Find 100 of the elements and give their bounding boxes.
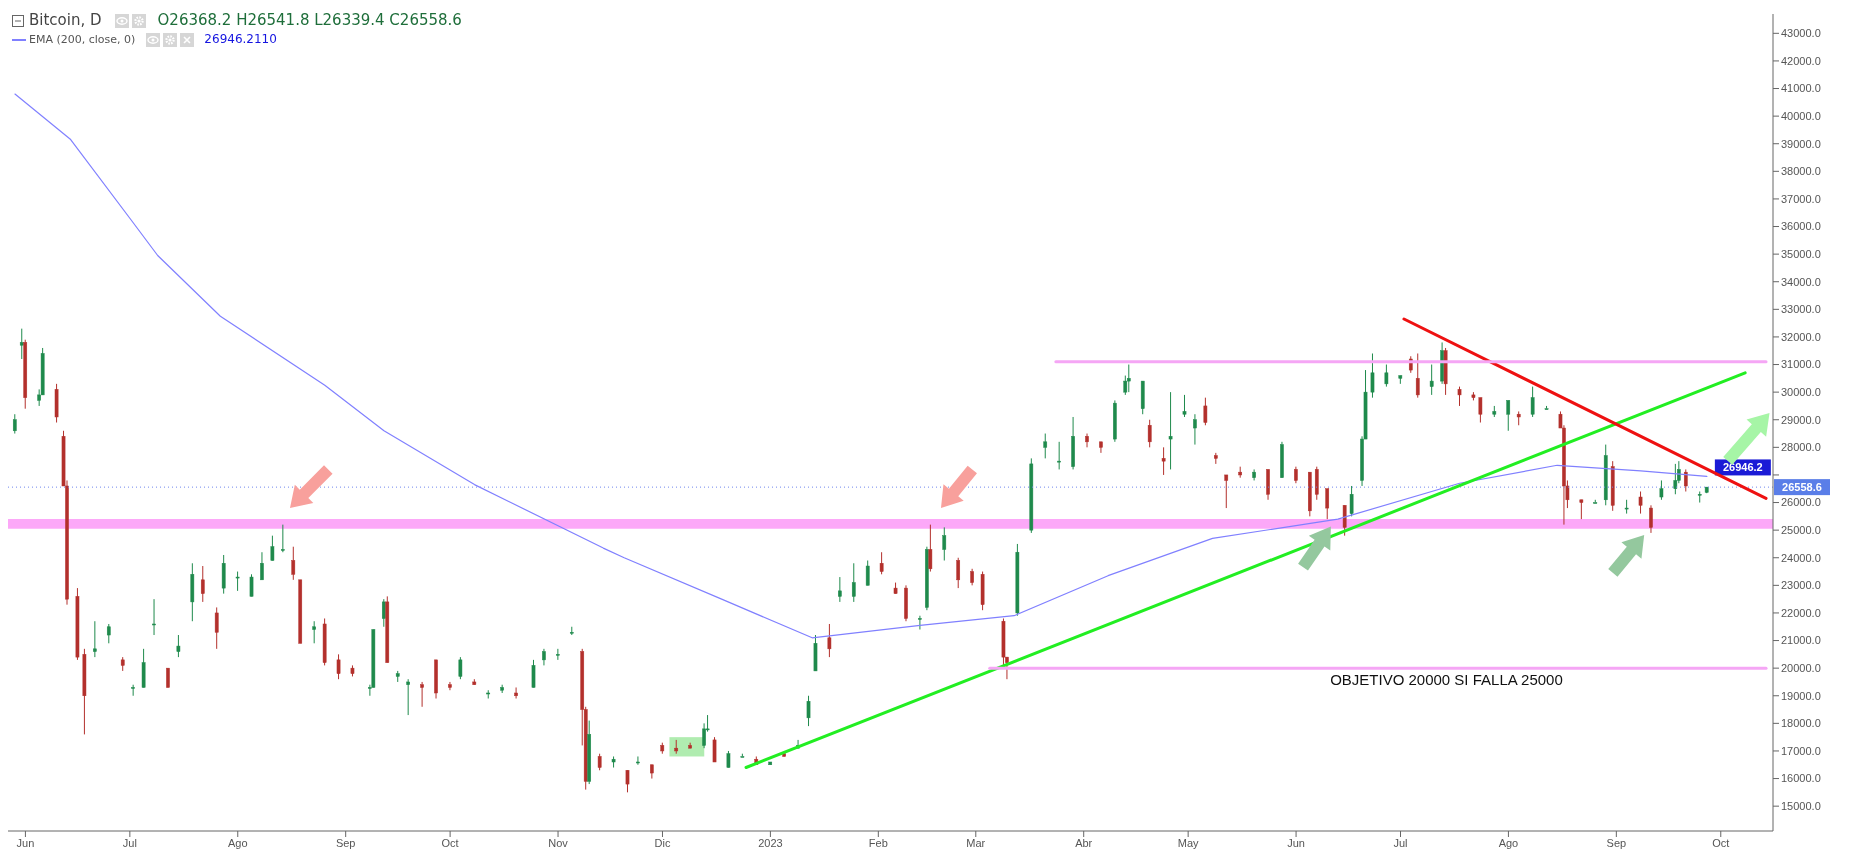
y-tick-label: 18000.0 [1781,717,1821,730]
y-tick-label: 41000.0 [1781,82,1821,95]
annotation: OBJETIVO 20000 SI FALLA 25000 [1330,671,1563,689]
candlestick [270,535,275,562]
candlestick [712,736,717,763]
candlestick [106,623,111,644]
chart-title: Bitcoin, D [29,11,102,29]
candlestick [928,524,933,573]
candlestick [1193,413,1197,446]
candlestick [336,653,341,680]
legend-label: EMA (200, close, 0) [29,33,136,46]
candlestick [1147,419,1152,448]
candlestick [865,560,870,586]
y-tick-label: 35000.0 [1781,248,1821,261]
y-tick-label: 34000.0 [1781,275,1821,288]
x-tick-label: Ago [1498,836,1519,849]
y-tick-label: 39000.0 [1781,137,1821,150]
y-tick-label: 33000.0 [1781,303,1821,316]
candlestick [636,755,640,766]
x-tick-label: Nov [548,836,569,849]
candlestick [827,623,832,658]
candlestick [235,571,240,592]
line-series [14,93,1708,639]
candlestick [1429,364,1434,396]
candlestick [879,551,884,575]
y-tick-label: 30000.0 [1781,386,1821,399]
data-label: 26946.2 [1722,461,1763,474]
y-tick-label: 28000.0 [1781,441,1821,454]
candlestick [166,667,170,688]
annotation: 26946.2110 [204,32,277,46]
candlestick [1099,441,1103,454]
x-tick-label: Oct [441,836,459,849]
candlestick [93,620,97,658]
x-tick-label: Abr [1075,836,1093,849]
candlestick [1325,488,1330,520]
candlestick [1506,399,1511,432]
candlestick [1085,433,1089,448]
y-tick-label: 31000.0 [1781,358,1821,371]
candlestick [1043,433,1048,459]
candlestick [1342,504,1347,537]
candlestick [514,686,518,700]
candlestick [956,557,961,589]
candlestick [12,413,17,435]
candlestick [1057,441,1061,470]
x-tick-label: 2023 [758,836,783,849]
candlestick [1370,353,1375,399]
y-tick-label: 43000.0 [1781,27,1821,40]
candlestick [918,615,922,631]
y-tick-label: 20000.0 [1781,662,1821,675]
candlestick [1384,364,1389,388]
candlestick [1203,397,1208,426]
x-tick-label: May [1177,836,1200,849]
candlestick [152,598,156,636]
y-tick-label: 36000.0 [1781,220,1821,233]
y-tick-label: 16000.0 [1781,772,1821,785]
y-tick-label: 21000.0 [1781,634,1821,647]
y-tick-label: 38000.0 [1781,165,1821,178]
candlestick [1649,504,1653,534]
y-tick-label: 22000.0 [1781,606,1821,619]
candlestick [1224,474,1229,509]
y-tick-label: 23000.0 [1781,579,1821,592]
y-tick-label: 19000.0 [1781,689,1821,702]
candlestick [1579,499,1584,520]
candlestick [1457,386,1462,407]
candlestick [1126,364,1131,393]
x-tick-label: Ago [227,836,248,849]
x-tick-label: Jul [1393,836,1408,849]
candlestick [806,695,811,727]
candlestick [200,565,205,603]
candlestick [458,656,463,680]
y-tick-label: 42000.0 [1781,54,1821,67]
candlestick [1659,479,1664,501]
candlestick [260,551,264,581]
candlestick [1530,386,1535,418]
candlestick [19,328,24,360]
candlestick [1478,397,1483,423]
y-tick-label: 25000.0 [1781,524,1821,537]
x-tick-label: Dic [654,836,671,849]
y-tick-label: 24000.0 [1781,551,1821,564]
y-tick-label: 17000.0 [1781,744,1821,757]
x-tick-label: Feb [868,836,888,849]
candlestick [1673,463,1678,495]
x-tick-label: Sep [1606,836,1627,849]
x-tick-label: Sep [335,836,356,849]
candlestick [1168,391,1173,470]
candlestick [1415,353,1420,399]
y-tick-label: 32000.0 [1781,330,1821,343]
y-tick-label: 26000.0 [1781,496,1821,509]
candlestick [291,546,296,581]
x-tick-label: Jul [122,836,137,849]
y-tick-label: 40000.0 [1781,110,1821,123]
candlestick [312,620,316,644]
y-tick-label: 15000.0 [1781,800,1821,813]
candlestick [942,526,947,562]
chart-subtitle: O26368.2 H26541.8 L26339.4 C26558.6 [157,11,462,29]
candlestick [448,681,452,691]
candlestick [1252,468,1256,481]
candlestick [531,659,536,688]
candlestick [1161,446,1166,476]
candlestick [625,769,630,793]
